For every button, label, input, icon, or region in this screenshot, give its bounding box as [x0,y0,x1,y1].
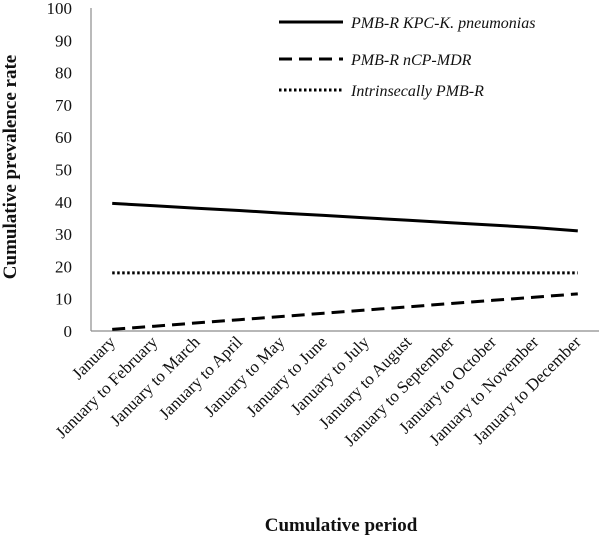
y-tick-label: 100 [47,0,73,18]
y-tick-label: 20 [55,257,72,276]
y-tick-label: 40 [55,193,72,212]
legend-label-1: PMB-R nCP-MDR [350,52,472,69]
legend-label-2: Intrinsecally PMB-R [350,83,484,100]
y-tick-label: 70 [55,96,72,115]
y-axis-title: Cumulative prevalence rate [0,55,21,279]
y-tick-labels: 0 10 20 30 40 50 60 70 80 90 100 [47,0,73,341]
x-axis-title: Cumulative period [265,515,418,536]
y-tick-label: 30 [55,225,72,244]
y-tick-label: 90 [55,31,72,50]
y-tick-label: 50 [55,161,72,180]
series-line-0 [112,201,578,233]
legend-label-0: PMB-R KPC-K. pneumonias [350,15,535,32]
legend: PMB-R KPC-K. pneumonias PMB-R nCP-MDR Intr… [279,15,535,100]
y-tick-label: 0 [64,322,73,341]
y-tick-label: 60 [55,128,72,147]
y-tick-label: 80 [55,64,72,83]
series-lines [112,201,578,331]
y-tick-label: 10 [55,290,72,309]
series-line-1 [112,292,578,331]
axes [90,8,599,332]
